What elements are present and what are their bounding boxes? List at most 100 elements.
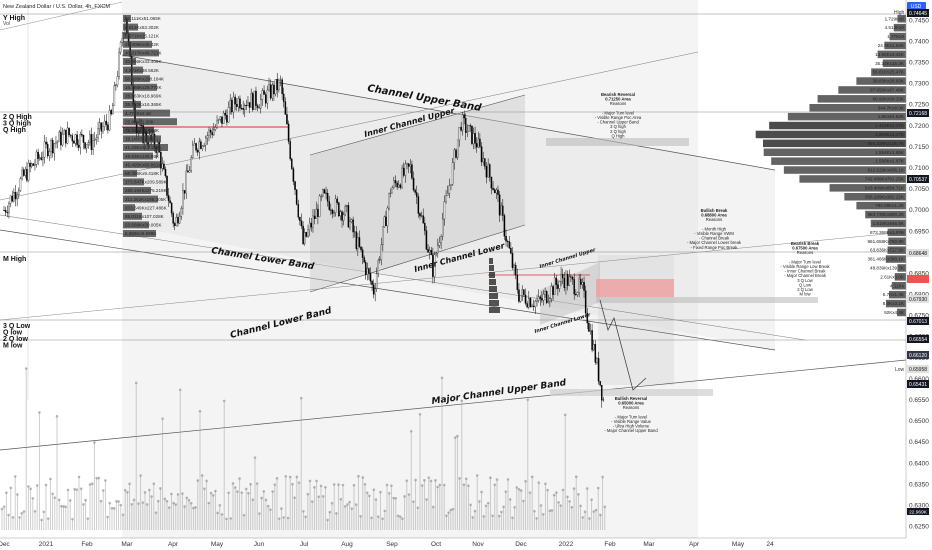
x-tick-label: Nov bbox=[472, 541, 484, 548]
volume-marker bbox=[280, 507, 283, 510]
volume-marker bbox=[511, 516, 514, 520]
candle-body bbox=[98, 122, 101, 129]
vp-right-label: 894.339Kx106.7K bbox=[867, 141, 904, 146]
vp-left-bar bbox=[123, 230, 156, 237]
volume-profile-right: 1.729Kx0 4.513Kx0 1.77Kx0 24.8Kx1.64K 13.66K… bbox=[755, 15, 906, 317]
candle-body bbox=[317, 208, 319, 217]
volume-marker bbox=[97, 476, 101, 480]
price-labels: 0.74645 0.72168 0.70537 0.68648 0.67930 0.670… bbox=[907, 9, 929, 388]
note-line: - Major Turn level bbox=[615, 414, 647, 419]
volume-marker bbox=[137, 502, 140, 505]
volume-marker bbox=[495, 478, 499, 481]
vp-right-label: 381.466Kx380.1K bbox=[867, 257, 904, 262]
candle-body bbox=[383, 216, 386, 228]
candle-body bbox=[561, 273, 564, 279]
vp-right-label: 97.656Kx87.49K bbox=[870, 88, 905, 93]
support-zone bbox=[596, 297, 818, 303]
candle-body bbox=[453, 149, 456, 164]
volume-marker bbox=[508, 498, 512, 501]
vp-left-label: 28.663Kx18.969K bbox=[125, 94, 162, 99]
price-candles bbox=[3, 15, 605, 408]
volume-marker bbox=[38, 411, 41, 414]
candle-body bbox=[81, 134, 83, 136]
candle-body bbox=[232, 96, 235, 113]
volume-marker bbox=[68, 499, 72, 502]
candle-body bbox=[244, 105, 246, 111]
candle-body bbox=[479, 138, 481, 147]
note-line: - Channel Upper Band bbox=[597, 120, 639, 125]
candle-body bbox=[550, 286, 553, 299]
vp-right-label: 2.61Kx3.0K bbox=[880, 274, 905, 279]
y-tick-label: 0.7000 bbox=[909, 207, 929, 214]
volume-marker bbox=[594, 508, 598, 512]
candle-body bbox=[589, 330, 592, 332]
candle-body bbox=[16, 194, 18, 200]
volume-marker bbox=[269, 508, 272, 511]
volume-marker bbox=[121, 513, 125, 517]
candle-body bbox=[379, 259, 381, 261]
candle-body bbox=[497, 189, 499, 195]
candle-body bbox=[4, 210, 7, 213]
vp-right-bar bbox=[763, 139, 906, 148]
price-scale[interactable] bbox=[906, 0, 932, 538]
volume-marker bbox=[405, 479, 409, 482]
candle-body bbox=[6, 212, 9, 213]
x-tick-label: Jul bbox=[300, 541, 309, 548]
candle-body bbox=[38, 157, 41, 159]
candle-body bbox=[50, 140, 52, 152]
x-tick-label: Sep bbox=[386, 541, 398, 548]
candle-body bbox=[310, 222, 313, 228]
y-tick-label: 0.7300 bbox=[909, 81, 929, 88]
candle-body bbox=[369, 273, 372, 282]
candle-body bbox=[506, 241, 509, 242]
candle-body bbox=[271, 84, 274, 99]
y-tick-label: 0.6250 bbox=[909, 524, 929, 531]
price-label-value: 0.67930 bbox=[909, 297, 927, 303]
candle-body bbox=[119, 42, 122, 53]
candle-body bbox=[394, 180, 397, 184]
volume-marker bbox=[112, 507, 116, 510]
volume-marker bbox=[328, 510, 332, 514]
side-label-m-high: M High bbox=[3, 256, 26, 263]
volume-marker bbox=[55, 414, 59, 418]
vp-left-bar bbox=[123, 92, 134, 100]
x-tick-label: Apr bbox=[689, 541, 700, 548]
volume-marker bbox=[522, 499, 525, 503]
x-axis-ticks: Dec 2021 Feb Mar Apr May Jun Jul Aug Sep Oct Nov Dec… bbox=[0, 541, 774, 548]
volume-marker bbox=[438, 483, 442, 487]
y-tick-label: 0.7250 bbox=[909, 102, 929, 109]
volume-marker bbox=[134, 381, 138, 385]
currency-badge[interactable] bbox=[907, 2, 926, 10]
volume-marker bbox=[506, 478, 510, 481]
volume-marker bbox=[295, 475, 299, 479]
volume-marker bbox=[205, 479, 208, 483]
vp-left-bar bbox=[123, 66, 143, 74]
y-tick-label: 0.6300 bbox=[909, 502, 929, 509]
volume-marker bbox=[473, 509, 477, 513]
volume-indicator-label[interactable]: Vol bbox=[3, 21, 10, 27]
volume-marker bbox=[90, 482, 94, 485]
vp-left-bar bbox=[123, 212, 142, 220]
y-tick-label: 0.7200 bbox=[909, 123, 929, 130]
vp-left-bar bbox=[123, 161, 160, 169]
candle-body bbox=[302, 225, 304, 245]
candle-body bbox=[361, 249, 364, 258]
vp-right-bar bbox=[887, 228, 906, 237]
candle-body bbox=[576, 292, 579, 296]
candle-body bbox=[382, 226, 384, 246]
volume-marker bbox=[354, 503, 358, 506]
vp-left-label: 9.812Kx53.302K bbox=[125, 25, 160, 30]
candle-body bbox=[173, 223, 176, 226]
candle-body bbox=[341, 211, 343, 221]
chart-title[interactable]: New Zealand Dollar / U.S. Dollar, 4h, FX… bbox=[3, 4, 110, 10]
volume-marker bbox=[79, 487, 83, 490]
volume-marker bbox=[57, 498, 61, 502]
volume-marker bbox=[271, 490, 274, 493]
fixed-range-bar bbox=[489, 293, 498, 299]
volume-marker bbox=[71, 517, 74, 521]
time-axis[interactable] bbox=[0, 538, 932, 550]
candle-body bbox=[269, 84, 272, 99]
price-label-box bbox=[907, 175, 929, 183]
candle-body bbox=[472, 133, 475, 144]
candle-body bbox=[446, 192, 449, 197]
